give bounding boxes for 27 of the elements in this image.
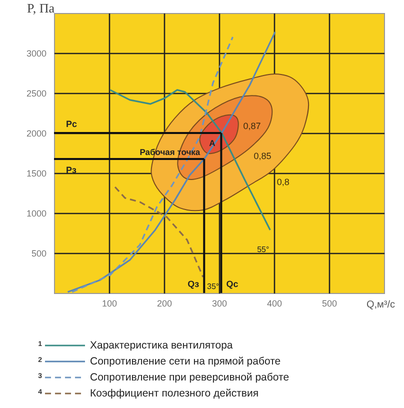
- series-label: 0,85: [254, 150, 272, 161]
- legend-label: Сопротивление при реверсивной работе: [90, 372, 290, 384]
- x-tick-label: 400: [266, 298, 282, 308]
- series-label: 0,87: [243, 120, 261, 131]
- x-tick-label: 200: [156, 298, 172, 308]
- y-tick-label: 1000: [26, 208, 46, 218]
- annotation: 55°: [257, 244, 270, 254]
- legend-label: Коэффициент полезного действия: [90, 388, 259, 400]
- y-tick-label: 1500: [26, 168, 46, 178]
- series-label: Рз: [66, 165, 78, 175]
- x-axis-title: Q,м³/с: [366, 300, 396, 310]
- x-tick-label: 300: [212, 298, 228, 308]
- legend-label: Сопротивление сети на прямой работе: [90, 356, 281, 368]
- x-tick-label: 500: [322, 298, 338, 308]
- x-tick-label: 100: [102, 298, 118, 308]
- series-label: Qз: [188, 279, 200, 289]
- y-tick-label: 3000: [26, 48, 46, 58]
- legend-label: Характеристика вентилятора: [90, 340, 233, 352]
- annotation: 35°: [206, 282, 220, 291]
- series-label: Рс: [66, 119, 78, 129]
- y-axis-title: P, Па: [27, 0, 55, 16]
- y-tick-label: 500: [31, 248, 46, 258]
- annotation: A: [209, 138, 216, 148]
- series-label: 0,8: [276, 176, 290, 187]
- y-tick-label: 2000: [26, 128, 46, 138]
- series-label: Qс: [226, 279, 238, 289]
- y-tick-label: 2500: [26, 88, 46, 98]
